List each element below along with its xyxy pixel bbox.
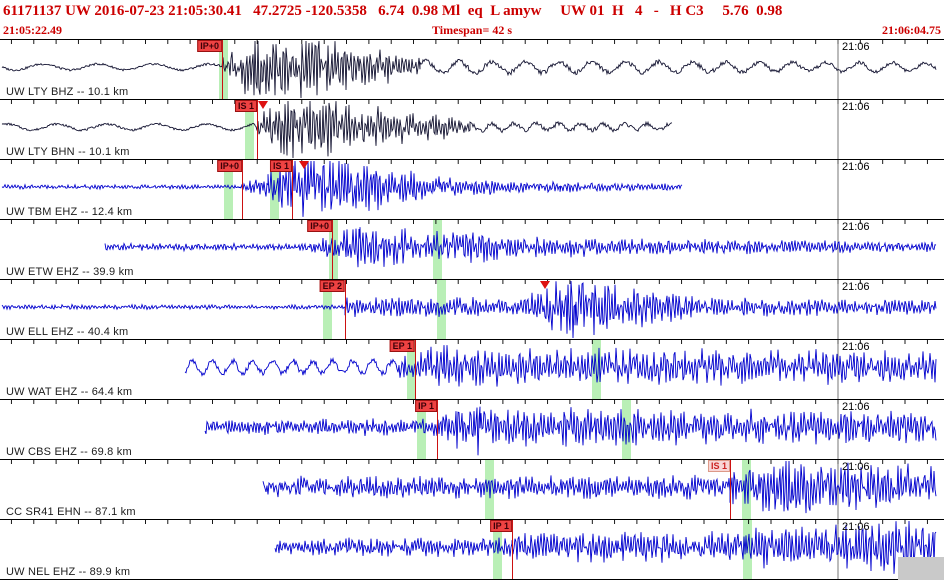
station-label: CC SR41 EHN -- 87.1 km: [6, 506, 136, 518]
waveform-trace: [104, 227, 937, 268]
station-label: UW LTY BHZ -- 10.1 km: [6, 86, 129, 98]
event-summary-header: 61171137 UW 2016-07-23 21:05:30.41 47.27…: [3, 3, 783, 19]
second-ticks: [10, 460, 928, 464]
pick-flag-label[interactable]: IS 1: [269, 160, 292, 172]
waveform-canvas[interactable]: [0, 160, 944, 219]
waveform-canvas[interactable]: [0, 460, 944, 519]
trace-row[interactable]: IP 1 21:06 UW CBS EHZ -- 69.8 km: [0, 400, 944, 460]
second-ticks: [10, 40, 928, 44]
predicted-arrival-highlight: [219, 40, 228, 99]
pick-flag-label[interactable]: IP+0: [217, 160, 242, 172]
pick-flag-label[interactable]: IP 1: [490, 520, 512, 532]
pick-line[interactable]: [437, 400, 438, 459]
timespan-label: Timespan= 42 s: [432, 22, 512, 37]
trace-row[interactable]: IP+0 21:06 UW ETW EHZ -- 39.9 km: [0, 220, 944, 280]
pick-flag-label[interactable]: IS 1: [234, 100, 257, 112]
station-label: UW LTY BHN -- 10.1 km: [6, 146, 130, 158]
station-label: UW TBM EHZ -- 12.4 km: [6, 206, 133, 218]
pick-line[interactable]: [222, 40, 223, 99]
waveform-trace: [1, 40, 937, 99]
waveform-canvas[interactable]: [0, 40, 944, 99]
pick-line[interactable]: [257, 100, 258, 159]
trace-row[interactable]: IP+0 IS 1 21:06 UW TBM EHZ -- 12.4 km: [0, 160, 944, 220]
time-axis-header: 21:05:22.49 Timespan= 42 s 21:06:04.75: [0, 21, 944, 40]
station-label: UW WAT EHZ -- 64.4 km: [6, 386, 133, 398]
second-ticks: [10, 160, 928, 164]
predicted-arrival-highlight: [742, 460, 751, 519]
waveform-trace: [204, 406, 937, 456]
pick-arrival-flag[interactable]: [299, 161, 309, 174]
pick-arrival-flag[interactable]: [540, 281, 550, 294]
corner-panel: [898, 557, 944, 580]
trace-row[interactable]: IS 1 21:06 UW LTY BHN -- 10.1 km: [0, 100, 944, 160]
station-label: UW NEL EHZ -- 89.9 km: [6, 566, 131, 578]
predicted-arrival-highlight: [224, 160, 233, 219]
waveform-canvas[interactable]: [0, 280, 944, 339]
predicted-arrival-highlight: [245, 100, 254, 159]
minute-label: 21:06: [842, 461, 870, 473]
pick-line[interactable]: [345, 280, 346, 339]
station-label: UW CBS EHZ -- 69.8 km: [6, 446, 132, 458]
station-label: UW ETW EHZ -- 39.9 km: [6, 266, 134, 278]
pick-line[interactable]: [415, 340, 416, 399]
waveform-canvas[interactable]: [0, 400, 944, 459]
predicted-arrival-highlight: [323, 280, 332, 339]
waveform-canvas[interactable]: [0, 520, 944, 579]
pick-arrival-flag[interactable]: [258, 101, 268, 114]
second-ticks: [10, 400, 928, 404]
second-ticks: [10, 220, 928, 224]
pick-line[interactable]: [730, 460, 731, 519]
trace-row[interactable]: IP 1 21:06 UW NEL EHZ -- 89.9 km: [0, 520, 944, 580]
second-ticks: [10, 280, 928, 284]
trace-row[interactable]: EP 1 21:06 UW WAT EHZ -- 64.4 km: [0, 340, 944, 400]
waveform-trace: [262, 460, 937, 514]
waveform-trace: [274, 520, 937, 574]
second-ticks: [10, 520, 928, 524]
trace-row[interactable]: IS 1 21:06 CC SR41 EHN -- 87.1 km: [0, 460, 944, 520]
window-start-time: 21:05:22.49: [3, 22, 62, 37]
minute-label: 21:06: [842, 41, 870, 53]
second-ticks: [10, 100, 928, 104]
predicted-arrival-highlight: [329, 220, 338, 279]
pick-flag-label[interactable]: IP 1: [415, 400, 437, 412]
predicted-arrival-highlight: [433, 220, 442, 279]
trace-row[interactable]: IP+0 21:06 UW LTY BHZ -- 10.1 km: [0, 40, 944, 100]
trace-list: IP+0 21:06 UW LTY BHZ -- 10.1 km IS 1 21:06 U…: [0, 40, 944, 580]
minute-label: 21:06: [842, 101, 870, 113]
pick-line[interactable]: [292, 160, 293, 219]
waveform-trace: [184, 345, 937, 387]
waveform-canvas[interactable]: [0, 220, 944, 279]
pick-line[interactable]: [332, 220, 333, 279]
minute-label: 21:06: [842, 221, 870, 233]
minute-label: 21:06: [842, 521, 870, 533]
waveform-canvas[interactable]: [0, 100, 944, 159]
minute-label: 21:06: [842, 281, 870, 293]
window-end-time: 21:06:04.75: [882, 22, 941, 37]
pick-flag-label[interactable]: EP 1: [389, 340, 415, 352]
pick-flag-label[interactable]: IP+0: [197, 40, 222, 52]
waveform-canvas[interactable]: [0, 340, 944, 399]
minute-label: 21:06: [842, 161, 870, 173]
trace-row[interactable]: EP 2 21:06 UW ELL EHZ -- 40.4 km: [0, 280, 944, 340]
pick-line[interactable]: [512, 520, 513, 579]
pick-line[interactable]: [242, 160, 243, 219]
pick-flag-label[interactable]: IP+0: [307, 220, 332, 232]
station-label: UW ELL EHZ -- 40.4 km: [6, 326, 129, 338]
second-ticks: [10, 340, 928, 344]
predicted-arrival-highlight: [417, 400, 426, 459]
pick-flag-label[interactable]: EP 2: [319, 280, 345, 292]
minute-label: 21:06: [842, 401, 870, 413]
waveform-trace: [1, 100, 673, 159]
minute-label: 21:06: [842, 341, 870, 353]
pick-flag-label[interactable]: IS 1: [707, 460, 730, 472]
waveform-trace: [1, 160, 683, 217]
waveform-trace: [1, 280, 937, 339]
